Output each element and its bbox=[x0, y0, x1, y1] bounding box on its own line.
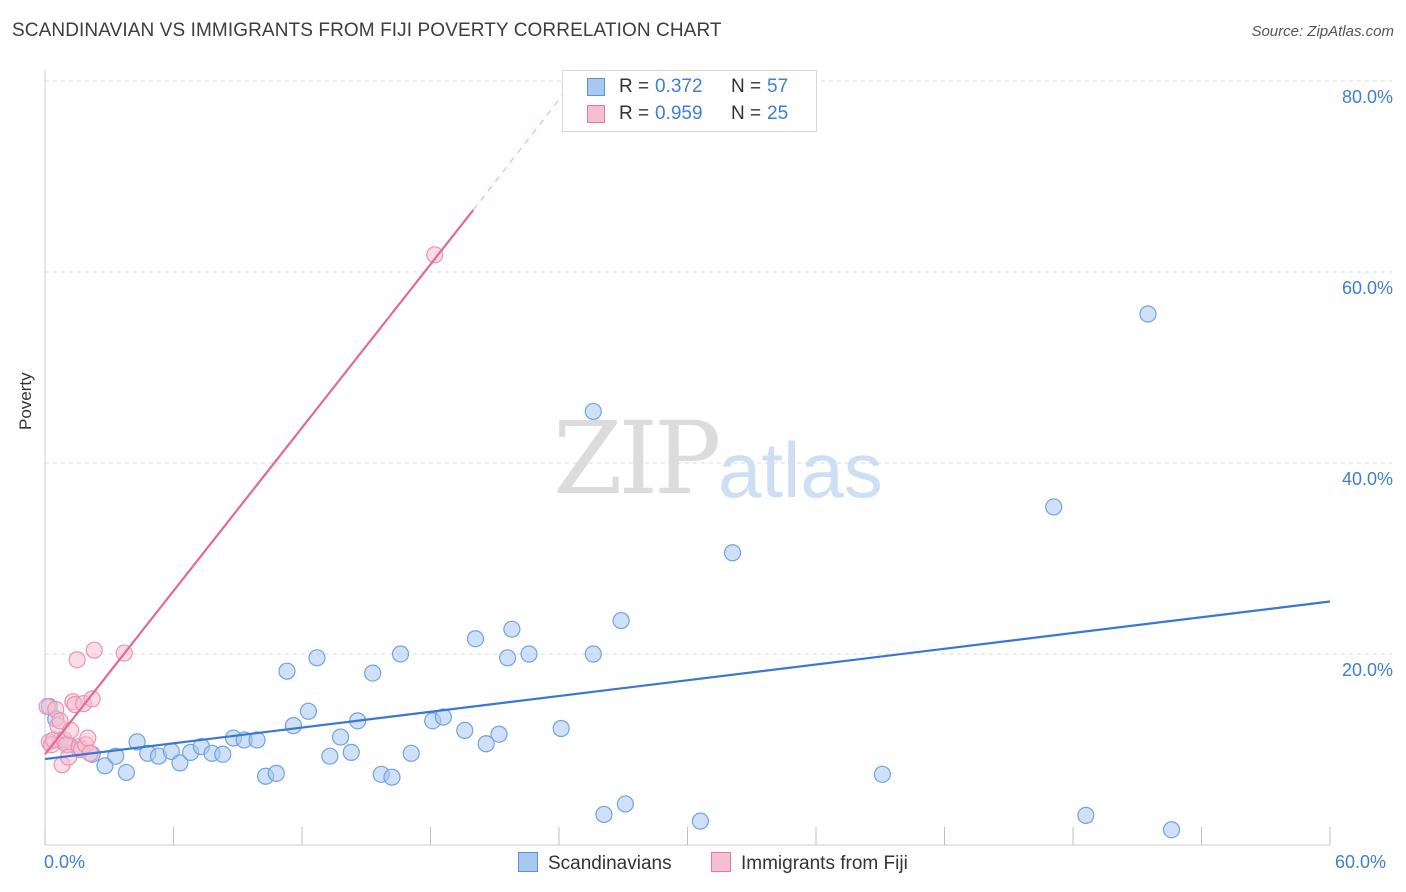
scandinavian-point bbox=[1077, 806, 1095, 824]
scandinavian-point bbox=[128, 733, 146, 751]
watermark-zip: ZIP bbox=[553, 400, 721, 517]
legend-r-label: R = bbox=[619, 103, 650, 124]
fiji-trend-extension bbox=[472, 85, 571, 211]
scandinavian-point bbox=[342, 743, 360, 761]
correlation-legend: R = 0.372 N = 57 R = 0.959 N = 25 bbox=[562, 70, 817, 132]
legend-n-value: 57 bbox=[767, 76, 789, 97]
scandinavian-point bbox=[1139, 305, 1157, 323]
scandinavian-point bbox=[584, 645, 602, 663]
scandinavian-point bbox=[503, 620, 521, 638]
fiji-point bbox=[79, 729, 97, 747]
scandinavian-point bbox=[552, 719, 570, 738]
scandinavian-point bbox=[214, 745, 232, 763]
legend-r-label: R = bbox=[619, 76, 650, 97]
scandinavian-point bbox=[284, 717, 303, 735]
bottom-legend-label: Scandinavians bbox=[548, 853, 672, 874]
scandinavian-point bbox=[308, 649, 326, 667]
fiji-point bbox=[51, 712, 69, 730]
y-tick-label: 40.0% bbox=[1341, 469, 1393, 489]
legend-swatch-blue bbox=[587, 78, 605, 96]
scandinavian-point bbox=[267, 764, 285, 782]
scandinavian-point bbox=[1162, 821, 1181, 839]
x-tick-label: 60.0% bbox=[1335, 852, 1387, 872]
scandinavian-point bbox=[595, 805, 613, 824]
fiji-trend-line bbox=[44, 209, 475, 755]
fiji-point bbox=[83, 690, 101, 708]
y-tick-label: 80.0% bbox=[1341, 87, 1393, 107]
legend-swatch-pink bbox=[587, 105, 605, 123]
y-tick-label: 20.0% bbox=[1341, 660, 1393, 680]
source-label: Source: ZipAtlas.com bbox=[1251, 23, 1394, 40]
scandinavian-point bbox=[391, 645, 410, 663]
scandinavian-point bbox=[490, 725, 508, 743]
y-axis-label: Poverty bbox=[16, 372, 35, 430]
scandinavian-point bbox=[383, 768, 401, 786]
legend-n-value: 25 bbox=[767, 103, 789, 124]
legend-n-label: N = bbox=[731, 103, 762, 124]
legend-n-label: N = bbox=[731, 76, 762, 97]
scandinavian-point bbox=[873, 765, 891, 783]
bottom-legend-swatch-pink bbox=[711, 852, 731, 872]
scandinavian-point bbox=[520, 645, 538, 663]
y-tick-label: 60.0% bbox=[1341, 278, 1393, 298]
bottom-legend-label: Immigrants from Fiji bbox=[741, 853, 908, 874]
fiji-point bbox=[85, 641, 103, 659]
scandinavian-point bbox=[612, 611, 630, 630]
bottom-legend-fiji: Immigrants from Fiji bbox=[711, 852, 908, 875]
scandinavian-point bbox=[402, 744, 420, 762]
scandinavian-point bbox=[299, 702, 318, 720]
scandinavian-point bbox=[499, 649, 517, 667]
x-tick-label: 0.0% bbox=[44, 852, 86, 872]
chart-title: SCANDINAVIAN VS IMMIGRANTS FROM FIJI POV… bbox=[12, 20, 722, 41]
scandinavian-point bbox=[456, 721, 474, 740]
bottom-legend-swatch-blue bbox=[518, 852, 538, 872]
scandinavian-point bbox=[616, 795, 634, 813]
scandinavian-point bbox=[96, 757, 114, 775]
scandinavian-point bbox=[584, 402, 602, 421]
bottom-legend-scandinavians: Scandinavians bbox=[518, 852, 672, 875]
watermark-atlas: atlas bbox=[718, 426, 883, 514]
fiji-point bbox=[68, 651, 86, 669]
fiji-point bbox=[426, 246, 444, 264]
scandinavian-trend-line bbox=[44, 600, 1331, 761]
legend-r-value: 0.959 bbox=[655, 103, 703, 124]
scandinavian-point bbox=[466, 630, 485, 648]
scandinavian-point bbox=[107, 747, 125, 765]
scandinavian-point bbox=[117, 763, 135, 782]
scandinavian-point bbox=[364, 664, 382, 682]
scandinavian-point bbox=[477, 735, 495, 753]
scandinavian-point bbox=[331, 728, 350, 746]
scandinavian-point bbox=[434, 708, 452, 726]
scandinavian-point bbox=[278, 662, 296, 680]
legend-r-value: 0.372 bbox=[655, 76, 703, 97]
scandinavian-point bbox=[321, 747, 339, 765]
scandinavian-point bbox=[171, 754, 189, 772]
scandinavian-point bbox=[691, 812, 709, 830]
scandinavian-point bbox=[723, 544, 742, 562]
scandinavian-point bbox=[1045, 498, 1063, 516]
